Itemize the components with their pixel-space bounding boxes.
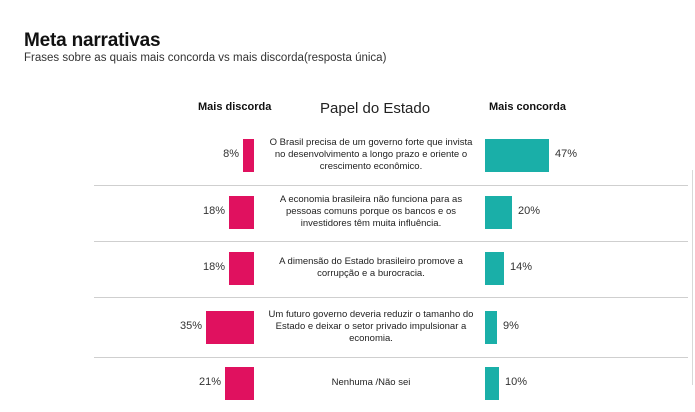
- bar-mais-concorda: [485, 195, 512, 229]
- chart-title: Meta narrativas: [24, 30, 161, 51]
- bar-mais-discorda: [206, 310, 254, 344]
- row-separator: [94, 297, 688, 298]
- value-label-mais-discorda: 18%: [202, 261, 225, 273]
- value-label-mais-concorda: 20%: [518, 205, 541, 217]
- statement-label: Um futuro governo deveria reduzir o tama…: [268, 309, 474, 344]
- row-separator: [94, 357, 688, 358]
- value-label-mais-discorda: 35%: [179, 320, 202, 332]
- statement-label: Nenhuma /Não sei: [331, 377, 411, 388]
- right-column-header: Mais concorda: [489, 101, 567, 113]
- value-label-mais-discorda: 18%: [202, 205, 225, 217]
- value-label-mais-concorda: 14%: [510, 261, 533, 273]
- left-column-header: Mais discorda: [198, 101, 272, 113]
- scrollbar-track: [692, 170, 693, 385]
- value-label-mais-discorda: 8%: [223, 148, 239, 160]
- value-label-mais-concorda: 9%: [503, 320, 519, 332]
- chart-subtitle: Frases sobre as quais mais concorda vs m…: [24, 52, 387, 64]
- bar-mais-concorda: [485, 366, 499, 400]
- bar-mais-discorda: [229, 251, 254, 285]
- value-label-mais-concorda: 10%: [505, 376, 528, 388]
- bar-mais-concorda: [485, 138, 549, 172]
- bar-mais-discorda: [243, 138, 254, 172]
- statement-label: A dimensão do Estado brasileiro promove …: [279, 256, 463, 279]
- statement-label: A economia brasileira não funciona para …: [279, 194, 463, 229]
- value-label-mais-discorda: 21%: [198, 376, 221, 388]
- row-separator: [94, 185, 688, 186]
- bar-mais-discorda: [229, 195, 254, 229]
- statement-label: O Brasil precisa de um governo forte que…: [269, 137, 473, 172]
- bar-mais-concorda: [485, 310, 497, 344]
- bar-mais-discorda: [225, 366, 254, 400]
- center-column-header: Papel do Estado: [320, 100, 431, 117]
- value-label-mais-concorda: 47%: [555, 148, 578, 160]
- bar-mais-concorda: [485, 251, 504, 285]
- row-separator: [94, 241, 688, 242]
